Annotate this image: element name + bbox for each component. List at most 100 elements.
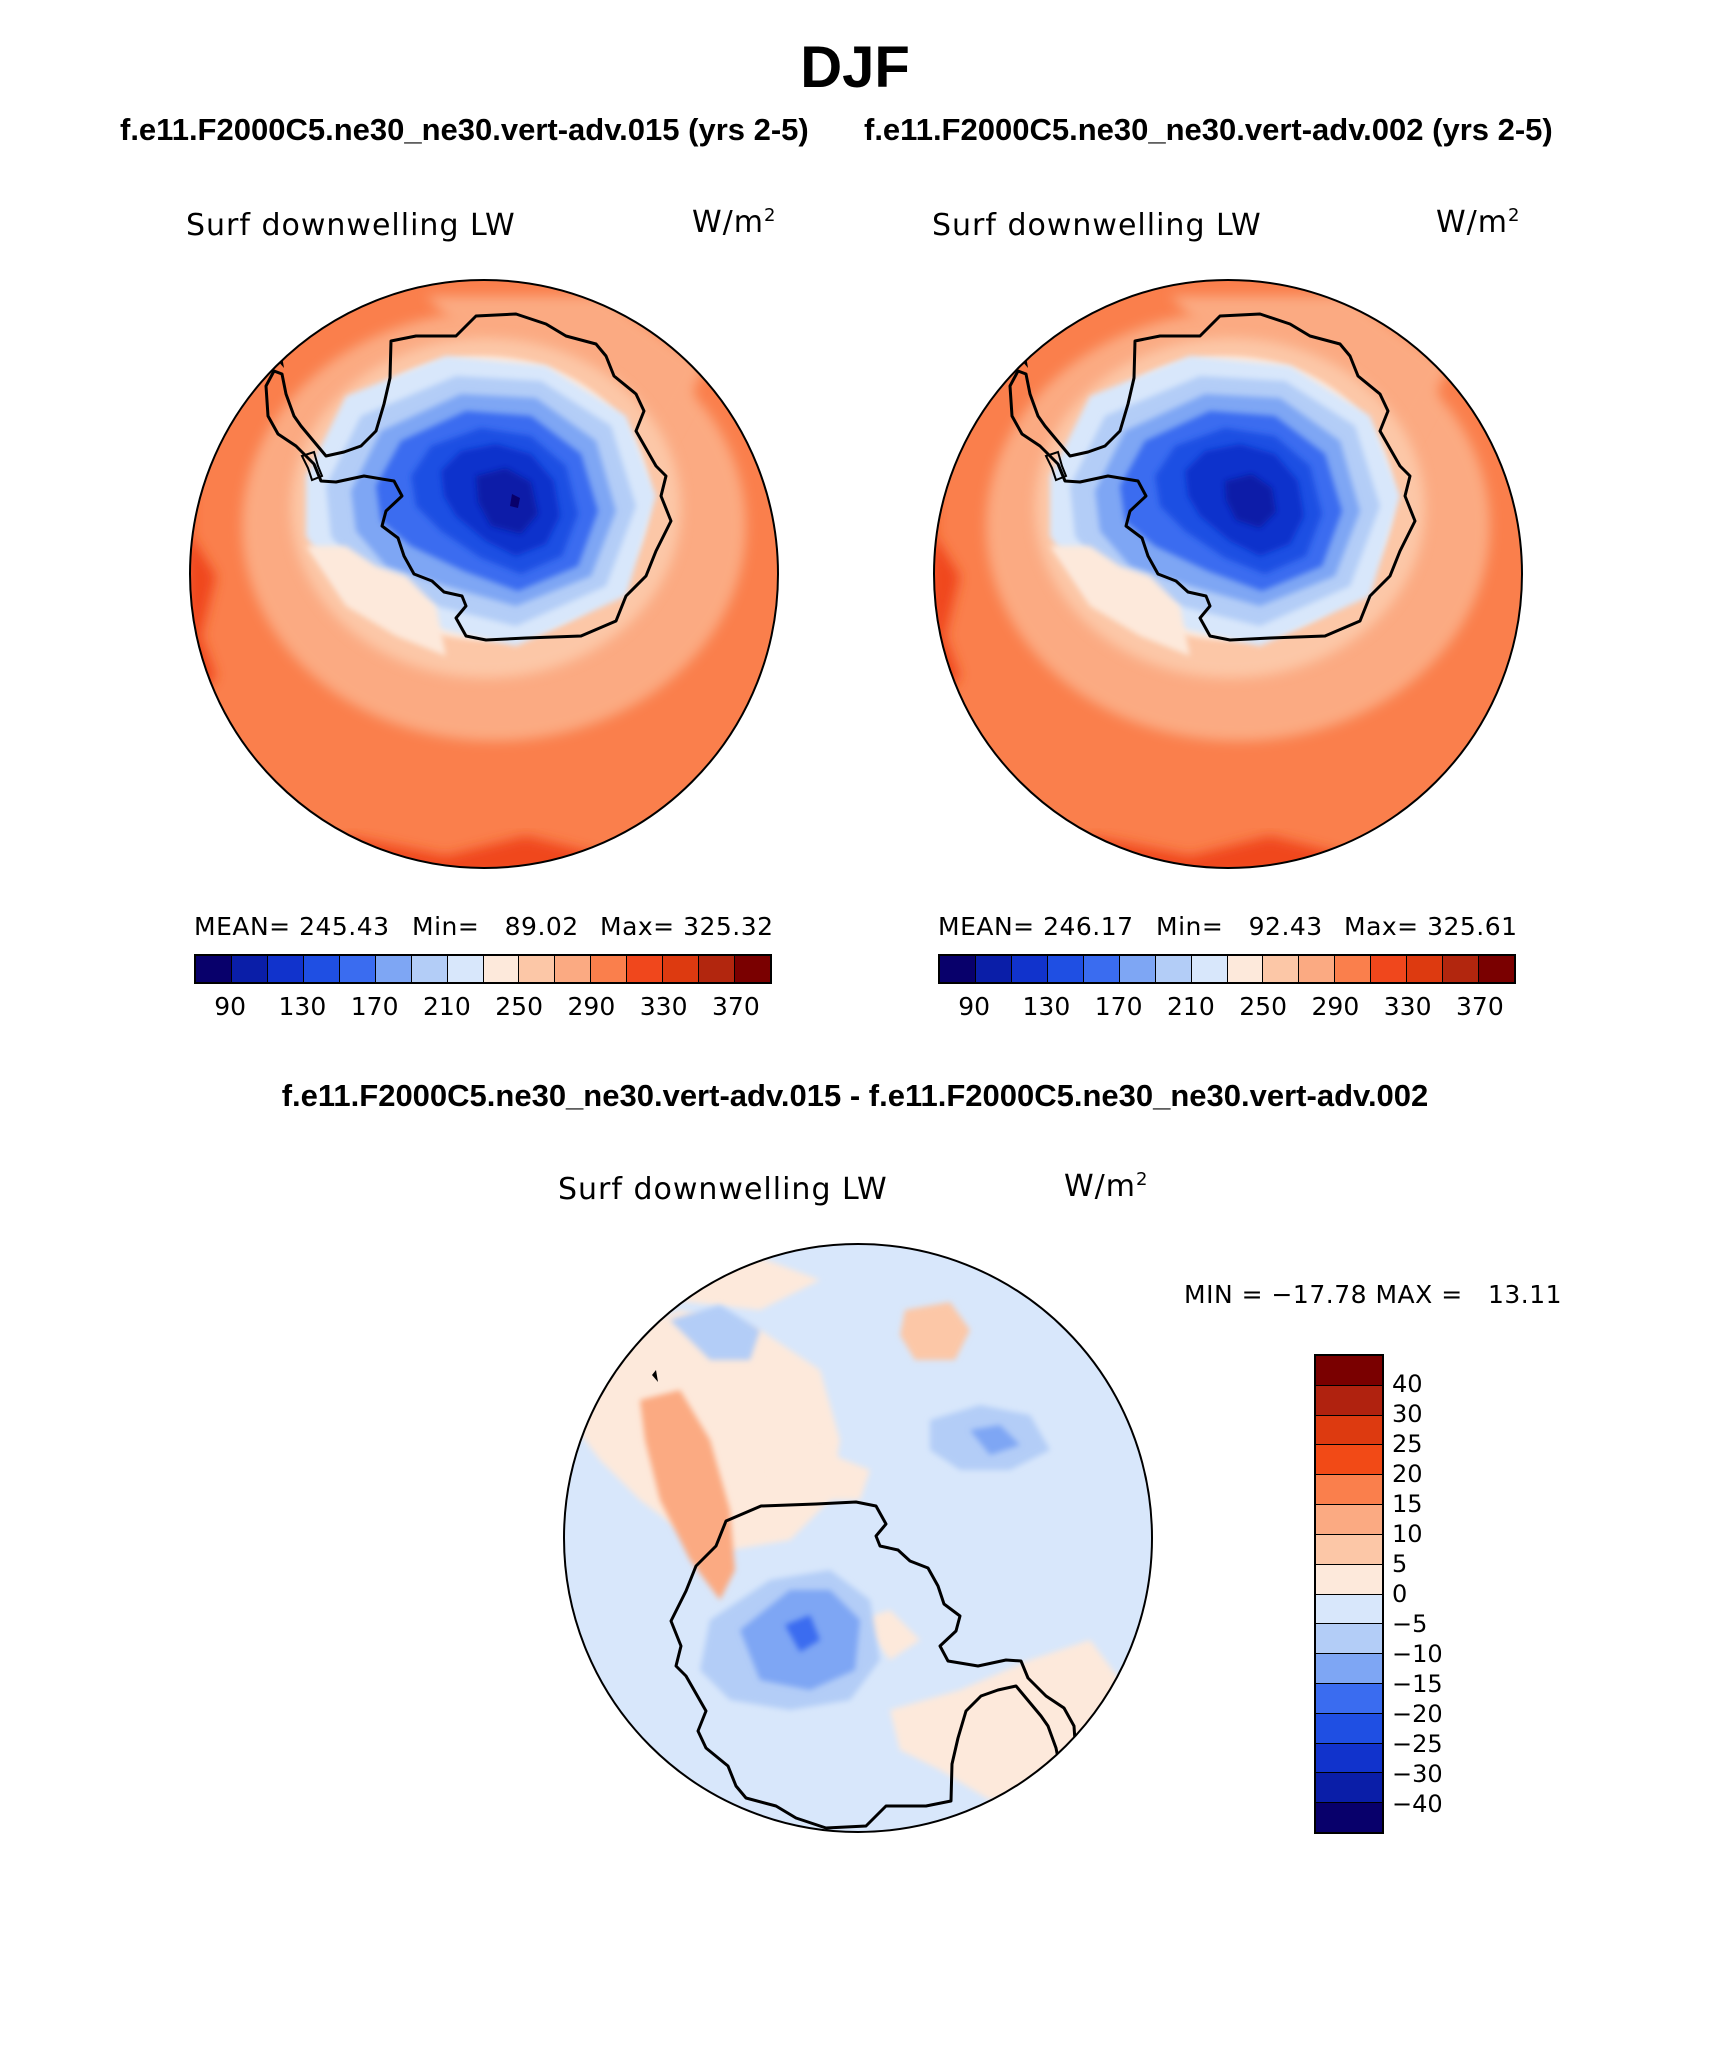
- panel1-colorbar-swatch: [231, 956, 268, 982]
- panel2-colorbar-tick-label: 210: [1167, 992, 1215, 1021]
- panel2-colorbar-swatch: [1227, 956, 1264, 982]
- panel2-colorbar-swatch: [1299, 956, 1336, 982]
- panel1-colorbar-swatch: [303, 956, 340, 982]
- diff-field-0-5: [570, 1310, 840, 1550]
- diff-colorbar-swatch: [1316, 1564, 1382, 1595]
- panel2-units: W/m2: [1436, 205, 1521, 240]
- diff-units: W/m2: [1064, 1169, 1149, 1204]
- panel2-colorbar-swatch: [1371, 956, 1408, 982]
- panel2-mean: MEAN= 246.17: [938, 912, 1134, 941]
- panel2-colorbar-tick-label: 170: [1094, 992, 1143, 1021]
- subtitle-right: f.e11.F2000C5.ne30_ne30.vert-adv.002 (yr…: [864, 112, 1553, 147]
- panel1-colorbar-swatch: [447, 956, 484, 982]
- panel1-max: Max= 325.32: [600, 912, 774, 941]
- diff-colorbar-tick-label: −20: [1392, 1700, 1443, 1728]
- panel1-colorbar-swatch: [699, 956, 736, 982]
- diff-antarctica-coastline: [669, 1500, 1078, 1830]
- diff-colorbar-tick-label: 25: [1392, 1430, 1423, 1458]
- panel1-colorbar-swatch: [519, 956, 556, 982]
- panel1-colorbar: [194, 954, 772, 984]
- diff-colorbar-swatch: [1316, 1505, 1382, 1535]
- panel2-colorbar-ticks: 90 130 170 210 250 290 330 370: [938, 992, 1516, 1022]
- panel2-colorbar-swatch: [1407, 956, 1444, 982]
- panel1-colorbar-swatch: [267, 956, 304, 982]
- panel2-min: Min= 92.43: [1156, 912, 1323, 941]
- panel1-colorbar-swatch: [411, 956, 448, 982]
- diff-colorbar-tick-label: −40: [1392, 1790, 1443, 1818]
- panel2-colorbar-tick-label: 250: [1239, 992, 1287, 1021]
- panel1-colorbar-tick-label: 130: [278, 992, 327, 1021]
- panel1-colorbar-swatch: [555, 956, 592, 982]
- panel1-colorbar-tick-label: 90: [214, 992, 247, 1021]
- diff-field-neg10-neg5: [670, 1305, 760, 1360]
- diff-colorbar-tick-label: 40: [1392, 1370, 1423, 1398]
- diff-colorbar-tick-label: −15: [1392, 1670, 1443, 1698]
- diff-colorbar-swatch: [1316, 1803, 1382, 1832]
- panel1-colorbar-tick-label: 290: [567, 992, 616, 1021]
- diff-colorbar-ticks: 40 30 25 20 15 10 5 0 −5 −10 −15 −20 −25 −30 −40: [1392, 1354, 1472, 1834]
- diff-colorbar-tick-label: 0: [1392, 1580, 1408, 1608]
- diff-colorbar-tick-label: −10: [1392, 1640, 1443, 1668]
- panel1-colorbar-swatch: [196, 956, 232, 982]
- panel2-colorbar-tick-label: 330: [1383, 992, 1432, 1021]
- panel1-colorbar-tick-label: 210: [423, 992, 471, 1021]
- panel2-colorbar-swatch: [975, 956, 1012, 982]
- panel2-colorbar-swatch: [1155, 956, 1192, 982]
- panel2-antarctica-coastline: [1008, 312, 1417, 642]
- panel1-colorbar-tick-label: 330: [639, 992, 688, 1021]
- panel1-colorbar-swatch: [627, 956, 664, 982]
- diff-colorbar-tick-label: −5: [1392, 1610, 1428, 1638]
- panel1-colorbar-tick-label: 170: [350, 992, 399, 1021]
- diff-colorbar-swatch: [1316, 1475, 1382, 1506]
- subtitle-left: f.e11.F2000C5.ne30_ne30.vert-adv.015 (yr…: [120, 112, 809, 147]
- diff-colorbar-tick-label: 30: [1392, 1400, 1423, 1428]
- panel2-colorbar-swatch: [940, 956, 976, 982]
- panel1-colorbar-swatch: [591, 956, 628, 982]
- diff-colorbar-swatch: [1316, 1654, 1382, 1684]
- diff-colorbar: [1314, 1354, 1384, 1834]
- diff-colorbar-tick-label: −25: [1392, 1730, 1443, 1758]
- diff-colorbar-tick-label: 20: [1392, 1460, 1423, 1488]
- panel2-map: [933, 279, 1523, 869]
- panel2-colorbar-swatch: [1191, 956, 1228, 982]
- panel2-colorbar-tick-label: 130: [1022, 992, 1071, 1021]
- panel2-variable: Surf downwelling LW: [932, 208, 1262, 243]
- panel1-colorbar-swatch: [735, 956, 770, 982]
- diff-colorbar-swatch: [1316, 1743, 1382, 1774]
- diff-colorbar-swatch: [1316, 1713, 1382, 1744]
- panel1-colorbar-swatch: [339, 956, 376, 982]
- diff-field-5-10: [640, 1390, 735, 1600]
- panel1-variable: Surf downwelling LW: [186, 208, 516, 243]
- panel2-colorbar-tick-label: 290: [1311, 992, 1360, 1021]
- panel2-colorbar-swatch: [1479, 956, 1514, 982]
- panel2-colorbar-tick-label: 90: [958, 992, 991, 1021]
- diff-colorbar-tick-label: −30: [1392, 1760, 1443, 1788]
- diff-title: f.e11.F2000C5.ne30_ne30.vert-adv.015 - f…: [281, 1078, 1429, 1113]
- panel1-colorbar-ticks: 90 130 170 210 250 290 330 370: [194, 992, 772, 1022]
- diff-colorbar-tick-label: 15: [1392, 1490, 1423, 1518]
- panel2-colorbar-swatch: [1263, 956, 1300, 982]
- diff-field-neg20-neg15: [785, 1615, 820, 1652]
- diff-colorbar-tick-label: 10: [1392, 1520, 1423, 1548]
- panel2-colorbar-swatch: [1119, 956, 1156, 982]
- diff-colorbar-swatch: [1316, 1624, 1382, 1655]
- panel2-colorbar-swatch: [1047, 956, 1084, 982]
- panel1-units: W/m2: [692, 205, 777, 240]
- panel2-colorbar-swatch: [1443, 956, 1480, 982]
- panel1-map: [189, 279, 779, 869]
- panel1-min: Min= 89.02: [412, 912, 579, 941]
- diff-minmax: MIN = −17.78 MAX = 13.11: [1184, 1280, 1563, 1309]
- diff-colorbar-swatch: [1316, 1773, 1382, 1804]
- diff-variable: Surf downwelling LW: [558, 1172, 888, 1207]
- diff-colorbar-tick-label: 5: [1392, 1550, 1408, 1578]
- panel1-colorbar-swatch: [375, 956, 412, 982]
- diff-colorbar-swatch: [1316, 1534, 1382, 1565]
- diff-colorbar-swatch: [1316, 1415, 1382, 1446]
- diff-field-neg5-0: [564, 1244, 1152, 1832]
- panel2-colorbar-swatch: [1335, 956, 1372, 982]
- panel1-colorbar-swatch: [663, 956, 700, 982]
- panel1-colorbar-swatch: [483, 956, 520, 982]
- panel1-antarctica-coastline: [264, 312, 673, 642]
- panel2-max: Max= 325.61: [1344, 912, 1518, 941]
- page-title: DJF: [800, 35, 910, 100]
